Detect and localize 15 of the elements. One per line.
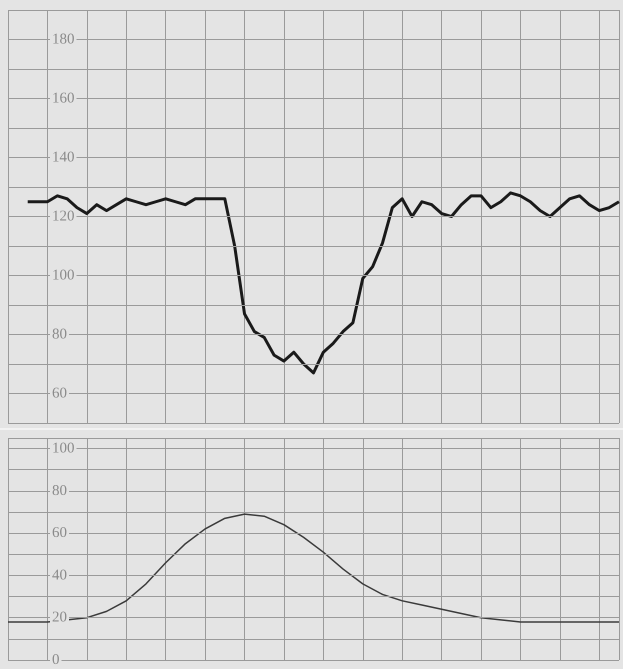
y-tick-label: 80 xyxy=(52,326,67,342)
y-tick-label: 160 xyxy=(52,90,74,106)
y-tick-label: 180 xyxy=(52,32,74,48)
y-tick-label: 100 xyxy=(52,440,74,457)
y-tick-label: 140 xyxy=(52,150,74,166)
y-tick-label: 20 xyxy=(52,610,67,626)
y-tick-label: 80 xyxy=(52,482,67,499)
y-tick-label: 60 xyxy=(52,525,67,542)
y-tick-label: 40 xyxy=(52,567,67,584)
y-tick-label: 60 xyxy=(52,386,67,402)
line-series xyxy=(26,191,620,374)
line-series xyxy=(7,513,620,623)
y-tick-label: 0 xyxy=(52,652,60,668)
y-tick-label: 100 xyxy=(52,268,74,284)
y-tick-label: 120 xyxy=(52,208,74,224)
